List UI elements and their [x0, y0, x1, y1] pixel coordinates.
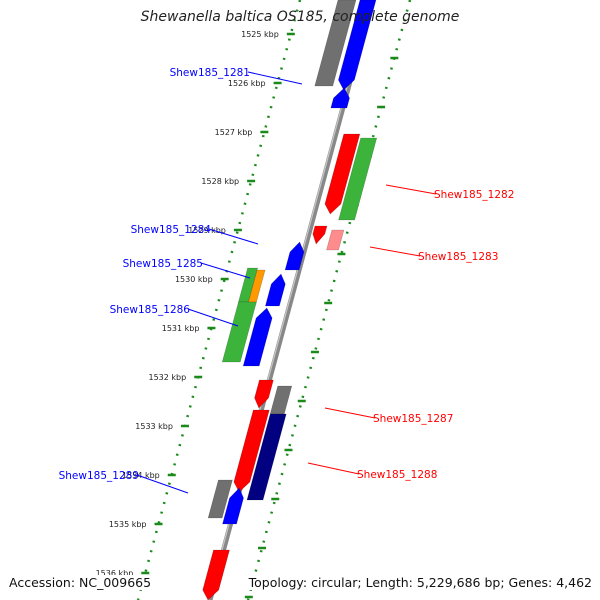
right-ruler-line [246, 0, 412, 600]
gene-feature-blue [222, 487, 244, 525]
topology-text: Topology: circular; Length: 5,229,686 bp… [246, 575, 594, 590]
left-ruler-line [136, 0, 302, 600]
gene-features [202, 0, 378, 600]
gene-feature-gray [207, 479, 233, 519]
tick-label: 1531 kbp [162, 324, 200, 333]
gene-leader-line [200, 262, 251, 279]
gene-leader-line [208, 228, 259, 245]
gene-label-shew185_1283[interactable]: Shew185_1283 [418, 251, 498, 263]
gene-feature-red-bottom [202, 549, 230, 600]
gene-label-shew185_1286[interactable]: Shew185_1286 [110, 304, 191, 316]
tick-label: 1536 kbp [96, 569, 134, 578]
gene-feature-blue [242, 307, 273, 367]
gene-feature-blue-small [330, 87, 350, 109]
accession-text: Accession: NC_009665 [7, 575, 154, 590]
gene-feature-blue [264, 273, 286, 307]
gene-feature-red [324, 133, 361, 215]
tick-label: 1525 kbp [241, 30, 279, 39]
gene-leader-line [136, 474, 189, 494]
gene-leader-line [369, 246, 421, 257]
gene-feature-red [233, 409, 270, 493]
gene-feature-red-small [312, 225, 328, 245]
gene-feature-green-long [221, 301, 257, 363]
gene-feature-navy [246, 413, 287, 501]
gene-leader-line [385, 184, 437, 195]
tick-label: 1532 kbp [149, 373, 187, 382]
tick-label: 1535 kbp [109, 520, 147, 529]
tick-label: 1529 kbp [188, 226, 226, 235]
gene-label-shew185_1288[interactable]: Shew185_1288 [357, 469, 437, 481]
gene-label-shew185_1281[interactable]: Shew185_1281 [170, 67, 250, 79]
tick-label: 1526 kbp [228, 79, 266, 88]
gene-feature-gray [269, 385, 293, 415]
tick-label: 1530 kbp [175, 275, 213, 284]
gene-leader-line [324, 407, 376, 419]
gene-label-shew185_1289[interactable]: Shew185_1289 [59, 470, 139, 482]
map-title: Shewanella baltica OS185, complete genom… [140, 9, 460, 25]
tick-label: 1527 kbp [215, 128, 253, 137]
gene-leader-line [307, 462, 360, 475]
gene-feature-red [254, 379, 274, 409]
gene-labels: Shew185_1281 Shew185_1282 Shew185_1283 Shew… [59, 67, 514, 494]
gene-label-shew185_1285[interactable]: Shew185_1285 [123, 258, 203, 270]
gene-feature-green [338, 137, 378, 221]
gene-feature-blue [338, 0, 377, 91]
gene-leader-line [187, 308, 239, 327]
gene-feature-gray [314, 0, 357, 87]
position-rulers [136, 0, 412, 600]
gene-leader-line [247, 71, 303, 85]
gene-label-shew185_1287[interactable]: Shew185_1287 [373, 413, 453, 425]
gene-label-shew185_1284[interactable]: Shew185_1284 [131, 224, 212, 236]
gene-feature-blue [284, 241, 305, 271]
tick-label: 1533 kbp [135, 422, 173, 431]
gene-label-shew185_1282[interactable]: Shew185_1282 [434, 189, 514, 201]
gene-feature-pink [326, 229, 345, 251]
tick-label: 1528 kbp [201, 177, 239, 186]
tick-marks: 1525 kbp 1526 kbp 1527 kbp 1528 kbp 1529 kbp… [96, 30, 399, 599]
tick-label: 1534 kbp [122, 471, 160, 480]
